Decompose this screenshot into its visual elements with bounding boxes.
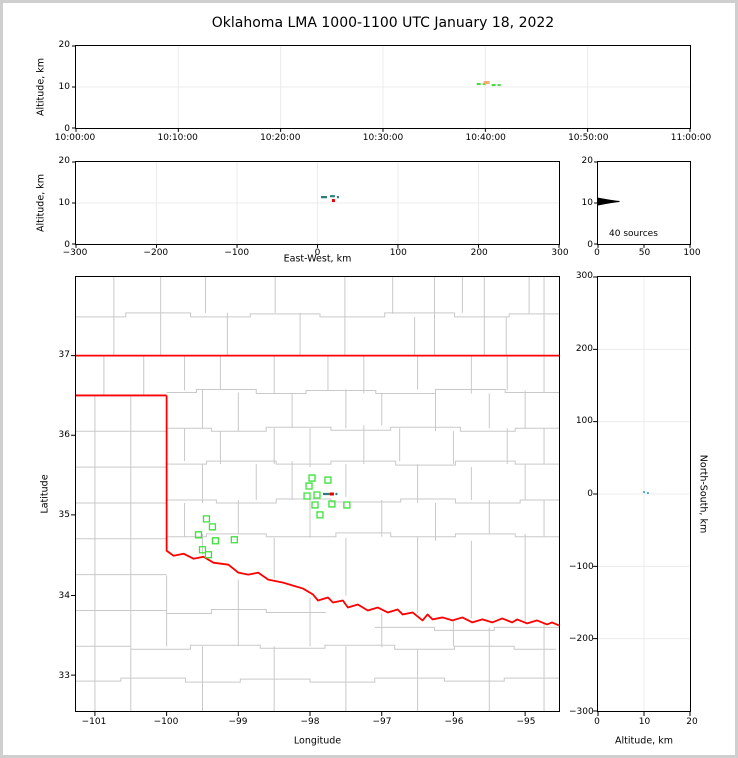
tick-label: 0 — [594, 248, 600, 258]
y-axis-label-north-south: North-South, km — [697, 454, 709, 534]
tick-label: 10 — [581, 198, 593, 208]
tick-label: −100 — [569, 561, 594, 572]
panel-altitude-histogram — [597, 161, 691, 245]
tick-label: 10:10:00 — [157, 133, 198, 143]
map-plot — [76, 277, 559, 711]
tick-label: 20 — [686, 717, 698, 727]
north-south-plot — [598, 277, 690, 711]
altitude-histogram-plot — [598, 162, 690, 244]
tick-label: 0 — [314, 248, 321, 258]
tick-label: 200 — [575, 343, 593, 354]
tick-label: 10:20:00 — [260, 133, 301, 143]
lightning-sources-green — [477, 84, 501, 85]
y-axis-label-time-panel: Altitude, km — [35, 58, 47, 116]
tick-label: −200 — [143, 248, 169, 258]
panel-map-plan-view — [75, 276, 560, 712]
panel-altitude-vs-east-west — [75, 161, 560, 245]
tick-label: 10:50:00 — [568, 133, 609, 143]
altitude-eastwest-plot — [76, 162, 559, 244]
tick-label: 10:40:00 — [465, 133, 506, 143]
tick-label: 10 — [58, 198, 70, 208]
tick-label: −300 — [569, 707, 594, 717]
tick-label: 0 — [64, 124, 70, 134]
figure-title: Oklahoma LMA 1000-1100 UTC January 18, 2… — [211, 15, 555, 31]
tick-label: 0 — [587, 240, 593, 250]
panel-north-south-vs-altitude — [597, 276, 691, 712]
y-axis-label-ew-panel: Altitude, km — [35, 174, 47, 232]
tick-label: 300 — [575, 271, 593, 281]
tick-label: 34 — [58, 591, 70, 601]
tick-label: 35 — [58, 510, 70, 520]
tick-label: −98 — [300, 717, 320, 727]
tick-label: −96 — [444, 717, 464, 727]
tick-label: 20 — [581, 156, 593, 166]
tick-label: 10 — [58, 82, 70, 92]
tick-label: 0 — [594, 717, 600, 727]
tick-label: 0 — [587, 489, 593, 499]
county-boundaries — [76, 277, 559, 711]
tick-label: −99 — [228, 717, 248, 727]
lma-station-markers — [196, 475, 350, 558]
source-count-annotation: 40 sources — [609, 229, 658, 239]
tick-label: −100 — [153, 717, 179, 727]
tick-label: 100 — [683, 248, 701, 258]
tick-label: 10:30:00 — [362, 133, 404, 143]
tick-label: −200 — [569, 634, 594, 645]
tick-label: 10 — [638, 717, 651, 727]
tick-label: 300 — [551, 248, 569, 258]
x-axis-label-altitude: Altitude, km — [615, 735, 673, 747]
tick-label: 10:00:00 — [54, 133, 96, 143]
altitude-histogram-profile — [598, 198, 620, 205]
tick-label: −100 — [224, 248, 250, 258]
lightning-sources-blue — [643, 492, 649, 493]
lightning-sources-teal — [321, 196, 339, 197]
tick-label: 50 — [638, 248, 651, 258]
tick-label: −95 — [516, 717, 536, 727]
tick-label: 20 — [58, 156, 70, 166]
tick-label: 36 — [58, 430, 70, 440]
oklahoma-state-border — [76, 356, 559, 626]
y-axis-label-latitude: Latitude — [39, 474, 51, 514]
tick-label: 0 — [64, 240, 70, 250]
tick-label: −101 — [81, 717, 107, 727]
tick-label: −300 — [62, 248, 88, 258]
tick-label: 200 — [470, 248, 488, 258]
tick-label: 100 — [389, 248, 407, 258]
panel-altitude-vs-time — [75, 45, 691, 129]
tick-label: 33 — [58, 671, 70, 681]
x-axis-label-east-west: East-West, km — [283, 253, 352, 265]
altitude-time-plot — [76, 46, 690, 128]
tick-label: 11:00:00 — [670, 133, 712, 143]
tick-label: 20 — [58, 40, 70, 50]
tick-label: 100 — [575, 416, 593, 427]
tick-label: 37 — [58, 350, 70, 360]
x-axis-label-longitude: Longitude — [293, 735, 342, 747]
tick-label: −97 — [372, 717, 392, 727]
